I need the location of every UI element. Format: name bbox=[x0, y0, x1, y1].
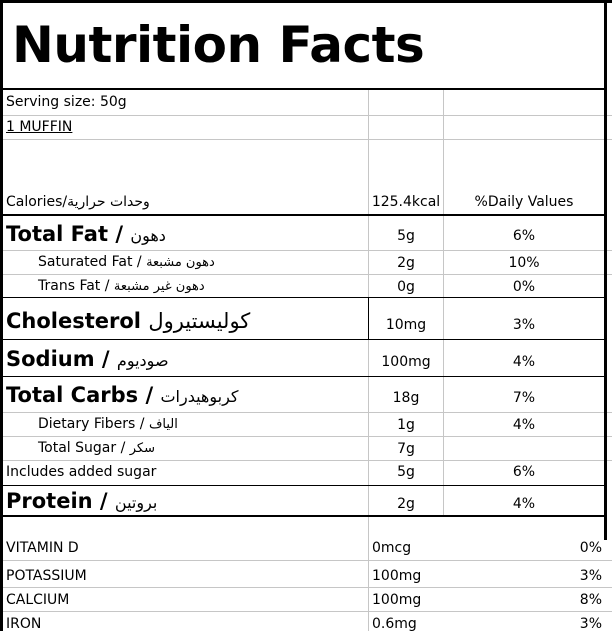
border-line bbox=[0, 214, 607, 216]
vitamin-daily-value: 3% bbox=[579, 568, 602, 584]
nutrient-daily-value: 6% bbox=[512, 228, 536, 244]
vitamin-daily-value: 3% bbox=[579, 616, 602, 632]
grid-line bbox=[0, 250, 612, 251]
border-line bbox=[0, 515, 607, 517]
nutrient-label: Total Carbs / bbox=[6, 383, 154, 407]
nutrient-label-arabic: دهون bbox=[130, 226, 166, 245]
page-title: Nutrition Facts bbox=[12, 16, 425, 74]
nutrient-label: Total Fat / bbox=[6, 222, 123, 246]
nutrient-label-arabic: صوديوم bbox=[116, 351, 169, 370]
nutrient-label: Saturated Fat / bbox=[38, 254, 142, 270]
nutrient-daily-value: 10% bbox=[508, 255, 540, 271]
nutrient-label: Includes added sugar bbox=[6, 464, 157, 480]
nutrient-amount: 1g bbox=[397, 417, 415, 433]
vitamin-label: VITAMIN D bbox=[6, 540, 79, 556]
border-line bbox=[0, 376, 607, 377]
border-line bbox=[0, 0, 612, 3]
grid-line bbox=[368, 340, 369, 516]
vitamin-label: POTASSIUM bbox=[6, 568, 87, 584]
vitamin-amount: 100mg bbox=[372, 568, 422, 584]
nutrient-daily-value: 3% bbox=[512, 317, 536, 333]
daily-values-header: %Daily Values bbox=[474, 194, 574, 210]
nutrient-amount: 5g bbox=[397, 464, 415, 480]
nutrient-label-arabic: دهون غير مشبعة bbox=[113, 279, 205, 294]
serving-unit: 1 MUFFIN bbox=[6, 119, 73, 135]
nutrient-amount: 100mg bbox=[381, 354, 431, 370]
calories-value: 125.4kcal bbox=[371, 194, 441, 210]
nutrient-amount: 18g bbox=[392, 390, 420, 406]
grid-line bbox=[443, 90, 444, 216]
border-line bbox=[604, 0, 607, 540]
nutrient-label-arabic: كوليستيرول bbox=[148, 309, 251, 333]
nutrient-label: Protein / bbox=[6, 489, 108, 513]
nutrient-label-arabic: الياف bbox=[148, 417, 178, 432]
calories-label: Calories/وحدات حرارية bbox=[6, 194, 150, 210]
grid-line bbox=[0, 139, 612, 140]
border-line bbox=[368, 297, 369, 340]
nutrient-label-arabic: بروتين bbox=[114, 493, 158, 512]
nutrient-label-arabic: سكر bbox=[129, 441, 155, 456]
nutrient-daily-value: 4% bbox=[512, 417, 536, 433]
grid-line bbox=[0, 560, 612, 561]
serving-size-value: 50g bbox=[99, 94, 127, 110]
grid-line bbox=[0, 460, 612, 461]
grid-line bbox=[368, 216, 369, 297]
serving-size: Serving size: 50g bbox=[6, 95, 127, 109]
nutrient-amount: 0g bbox=[397, 279, 415, 295]
border-line bbox=[0, 88, 607, 90]
nutrient-label: Sodium / bbox=[6, 347, 110, 371]
border-line bbox=[0, 485, 607, 486]
grid-line bbox=[368, 90, 369, 216]
vitamin-amount: 0.6mg bbox=[372, 616, 417, 632]
grid-line bbox=[443, 216, 444, 516]
grid-line bbox=[368, 516, 369, 631]
border-line bbox=[0, 339, 607, 340]
nutrient-daily-value: 4% bbox=[512, 354, 536, 370]
nutrient-daily-value: 4% bbox=[512, 496, 536, 512]
nutrient-label-arabic: دهون مشبعة bbox=[146, 255, 215, 270]
serving-size-label: Serving size: bbox=[6, 94, 96, 110]
grid-line bbox=[0, 587, 612, 588]
nutrient-daily-value: 6% bbox=[512, 464, 536, 480]
nutrient-amount: 2g bbox=[397, 496, 415, 512]
nutrient-amount: 10mg bbox=[385, 317, 427, 333]
vitamin-amount: 0mcg bbox=[372, 540, 412, 556]
nutrient-amount: 7g bbox=[397, 441, 415, 457]
nutrient-daily-value: 0% bbox=[512, 279, 536, 295]
vitamin-daily-value: 8% bbox=[579, 592, 602, 608]
nutrient-amount: 5g bbox=[397, 228, 415, 244]
nutrient-label: Total Sugar / bbox=[38, 440, 126, 456]
nutrient-label: Cholesterol bbox=[6, 309, 141, 333]
grid-line bbox=[0, 611, 612, 612]
nutrient-label: Dietary Fibers / bbox=[38, 416, 145, 432]
vitamin-label: IRON bbox=[6, 616, 42, 632]
grid-line bbox=[0, 115, 612, 116]
calories-label-arabic: وحدات حرارية bbox=[67, 194, 150, 210]
nutrient-label: Trans Fat / bbox=[38, 278, 110, 294]
vitamin-daily-value: 0% bbox=[579, 540, 602, 556]
border-line bbox=[0, 0, 3, 631]
nutrient-amount: 2g bbox=[397, 255, 415, 271]
vitamin-amount: 100mg bbox=[372, 592, 422, 608]
grid-line bbox=[0, 412, 612, 413]
grid-line bbox=[0, 274, 612, 275]
nutrient-daily-value: 7% bbox=[512, 390, 536, 406]
nutrient-label-arabic: كربوهيدرات bbox=[160, 387, 239, 406]
border-line bbox=[0, 297, 607, 298]
vitamin-label: CALCIUM bbox=[6, 592, 70, 608]
grid-line bbox=[0, 436, 612, 437]
